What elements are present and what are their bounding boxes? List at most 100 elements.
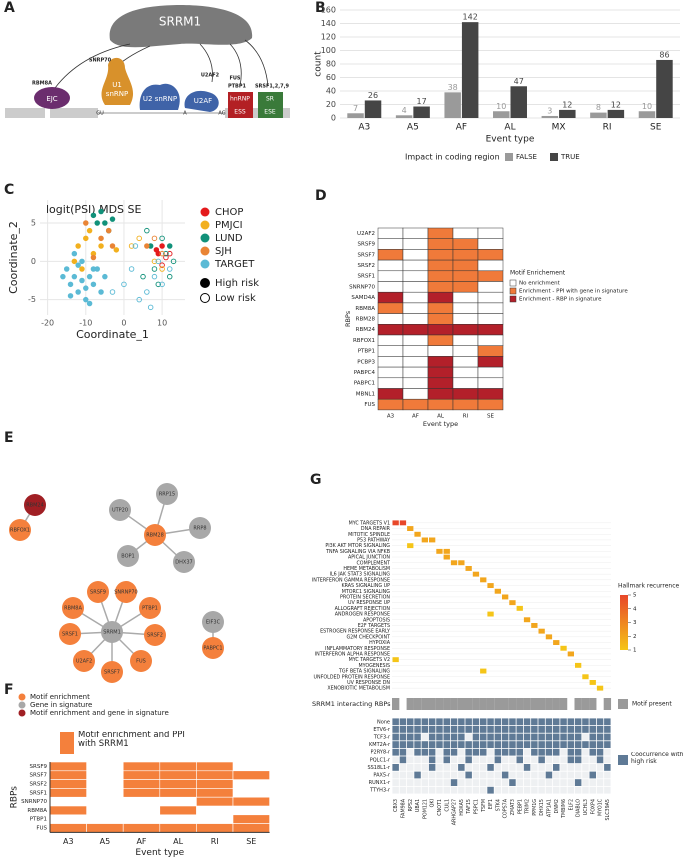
row-label: RBM28 xyxy=(356,316,376,322)
point xyxy=(98,235,104,242)
y-tick-label: 160 xyxy=(321,6,336,15)
cooccurrence-cell xyxy=(407,786,414,794)
cooccurrence-cell xyxy=(582,733,589,741)
cooccurrence-cell xyxy=(501,741,509,748)
row-label: FUS xyxy=(364,402,375,408)
row-label: DNA REPAIR xyxy=(361,526,391,532)
legend-label: TARGET xyxy=(214,259,255,270)
label: SNRP70 xyxy=(89,58,112,64)
cooccurrence-cell xyxy=(574,726,582,733)
point xyxy=(166,273,173,280)
cell xyxy=(122,788,161,798)
cooccurrence-cell xyxy=(414,748,421,756)
cooccurrence-cell xyxy=(501,756,509,764)
legend-swatch xyxy=(550,153,558,161)
cell xyxy=(450,560,458,566)
cooccurrence-cell xyxy=(567,733,575,741)
cooccurrence-cell xyxy=(399,748,407,756)
cooccurrence-cell xyxy=(436,748,443,756)
legend-label: Enrichment - PPI with gene in signature xyxy=(519,289,628,295)
cell xyxy=(452,313,479,325)
cell xyxy=(477,345,504,357)
point xyxy=(94,220,100,226)
cell xyxy=(531,623,538,628)
point xyxy=(159,243,165,249)
cell xyxy=(196,761,234,772)
x-tick-label: SE xyxy=(246,837,256,846)
cell xyxy=(87,771,124,780)
x-axis-title: Event type xyxy=(486,135,535,145)
y-tick-label: 120 xyxy=(321,33,336,42)
cell xyxy=(436,548,443,554)
point xyxy=(113,247,120,253)
legend-label: PMJCI xyxy=(215,220,243,231)
cell xyxy=(159,779,197,789)
panel-a-diagram: SRRM1 RBM8A EJC SNRP70 U1 snRNP U2 snRNP… xyxy=(5,5,290,118)
cooccurrence-cell xyxy=(414,771,421,779)
cell xyxy=(477,281,504,293)
cooccurrence-cell xyxy=(538,764,545,771)
cooccurrence-cell xyxy=(574,779,582,786)
label: GU xyxy=(96,111,104,117)
cooccurrence-cell xyxy=(421,764,429,771)
cooccurrence-cell xyxy=(392,748,399,756)
legend-label: FALSE xyxy=(516,153,537,161)
row-label: SAMD4A xyxy=(351,295,375,301)
row-label: UV RESPONSE DN xyxy=(347,680,390,686)
cooccurrence-cell xyxy=(428,771,436,779)
cooccurrence-cell xyxy=(553,726,560,733)
row-label: TCF3-r xyxy=(373,735,391,741)
cell xyxy=(402,227,429,239)
row-label: SRSF1 xyxy=(30,790,47,796)
cooccurrence-cell xyxy=(538,756,545,764)
cooccurrence-cell xyxy=(428,726,436,733)
cooccurrence-cell xyxy=(472,779,480,786)
point xyxy=(98,243,104,249)
cooccurrence-cell xyxy=(523,756,531,764)
cooccurrence-cell xyxy=(399,741,407,748)
legend-label: Motif enrichment xyxy=(30,693,90,701)
cell xyxy=(480,668,487,674)
row-label: RBFOX1 xyxy=(353,338,375,344)
cell xyxy=(452,388,479,400)
cell xyxy=(159,805,197,816)
cell xyxy=(402,324,429,336)
row-label: UNFOLDED PROTEIN RESPONSE xyxy=(314,674,390,680)
cell xyxy=(159,788,197,798)
cell xyxy=(49,788,87,798)
cooccurrence-cell xyxy=(509,748,516,756)
cooccurrence-cell xyxy=(443,718,450,726)
row-label: INFLAMMATORY RESPONSE xyxy=(325,646,390,652)
node xyxy=(130,650,152,672)
node xyxy=(202,637,224,659)
cell xyxy=(452,334,479,346)
cooccurrence-cell xyxy=(399,771,407,779)
cell xyxy=(123,815,160,824)
cooccurrence-cell xyxy=(531,733,538,741)
row-label: PTBP1 xyxy=(358,349,375,355)
legend-swatch xyxy=(200,259,210,269)
cell xyxy=(477,324,504,336)
cooccurrence-cell xyxy=(436,726,443,733)
cell xyxy=(589,680,596,685)
cell xyxy=(233,780,270,789)
point xyxy=(147,304,154,311)
cooccurrence-cell xyxy=(553,786,560,794)
legend-label: Gene in signature xyxy=(30,701,92,709)
gene-label: TMBIM6 xyxy=(561,799,567,819)
cooccurrence-cell xyxy=(421,771,429,779)
node-label: RRP15 xyxy=(159,492,175,498)
point xyxy=(155,281,162,288)
x-tick-label: RI xyxy=(463,413,469,419)
cell xyxy=(538,628,545,634)
cell xyxy=(560,645,567,651)
cooccurrence-cell xyxy=(574,741,582,748)
y-axis-title: RBPs xyxy=(344,310,352,327)
cooccurrence-cell xyxy=(494,764,502,771)
legend-swatch xyxy=(18,709,26,717)
cooccurrence-cell xyxy=(480,771,487,779)
value-label: 10 xyxy=(642,102,652,111)
row-label: TNFA SIGNALING VIA NFKB xyxy=(325,549,390,555)
legend-label: Motif enrichment and gene in signature xyxy=(30,709,169,717)
cell xyxy=(429,537,436,543)
